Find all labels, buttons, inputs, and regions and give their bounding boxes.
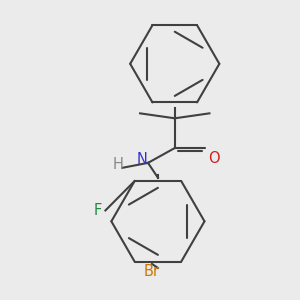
Text: F: F — [93, 203, 102, 218]
Text: O: O — [208, 152, 220, 166]
Text: N: N — [136, 152, 148, 167]
Text: H: H — [113, 158, 124, 172]
Text: Br: Br — [144, 264, 160, 279]
